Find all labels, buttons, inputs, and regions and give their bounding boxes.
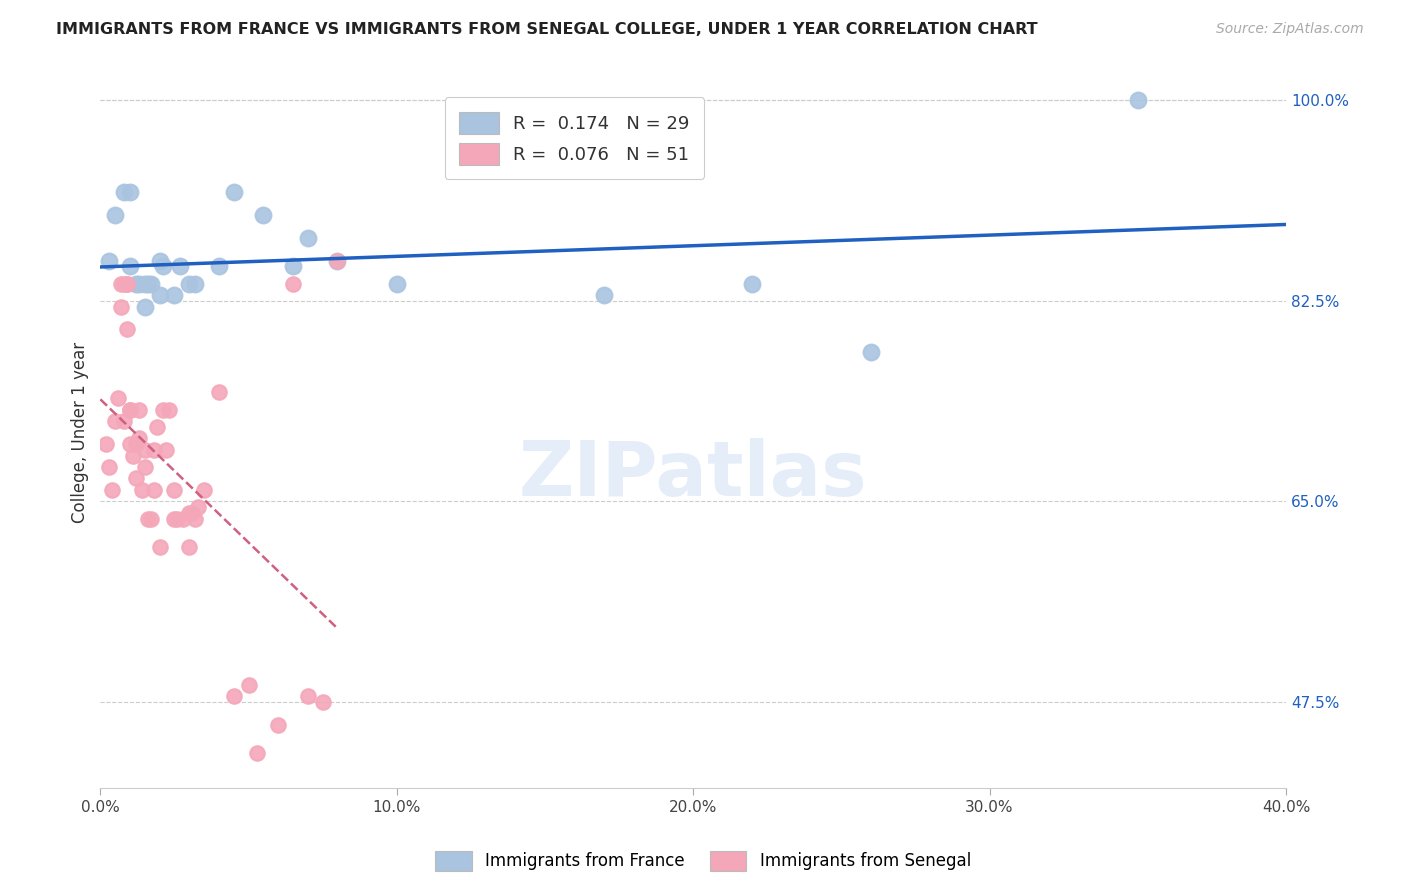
Point <box>112 414 135 428</box>
Point <box>104 414 127 428</box>
Legend: R =  0.174   N = 29, R =  0.076   N = 51: R = 0.174 N = 29, R = 0.076 N = 51 <box>444 97 704 179</box>
Point <box>128 277 150 291</box>
Point <box>149 540 172 554</box>
Point <box>128 402 150 417</box>
Point <box>149 253 172 268</box>
Point <box>96 437 118 451</box>
Point <box>208 385 231 400</box>
Point <box>98 460 121 475</box>
Point <box>145 420 167 434</box>
Point <box>179 277 201 291</box>
Point <box>101 483 124 497</box>
Point <box>118 402 141 417</box>
Point <box>163 288 186 302</box>
Point <box>131 483 153 497</box>
Point <box>115 277 138 291</box>
Point <box>118 185 141 199</box>
Point <box>181 506 204 520</box>
Point <box>281 260 304 274</box>
Point <box>297 689 319 703</box>
Point <box>125 437 148 451</box>
Point <box>134 300 156 314</box>
Point <box>252 208 274 222</box>
Point <box>179 506 201 520</box>
Point <box>326 253 349 268</box>
Point <box>163 511 186 525</box>
Point <box>267 717 290 731</box>
Point <box>122 449 145 463</box>
Point <box>246 747 269 761</box>
Point <box>149 288 172 302</box>
Point <box>125 471 148 485</box>
Point <box>859 345 882 359</box>
Point <box>115 322 138 336</box>
Text: IMMIGRANTS FROM FRANCE VS IMMIGRANTS FROM SENEGAL COLLEGE, UNDER 1 YEAR CORRELAT: IMMIGRANTS FROM FRANCE VS IMMIGRANTS FRO… <box>56 22 1038 37</box>
Point <box>166 511 188 525</box>
Point <box>184 277 207 291</box>
Point <box>107 391 129 405</box>
Point <box>128 431 150 445</box>
Point <box>238 678 260 692</box>
Point <box>134 460 156 475</box>
Point <box>115 277 138 291</box>
Point <box>385 277 408 291</box>
Point <box>222 689 245 703</box>
Point <box>172 511 194 525</box>
Point <box>118 437 141 451</box>
Point <box>136 511 159 525</box>
Point <box>741 277 763 291</box>
Point <box>110 277 132 291</box>
Point <box>281 277 304 291</box>
Point <box>208 260 231 274</box>
Point <box>184 511 207 525</box>
Point <box>134 277 156 291</box>
Legend: Immigrants from France, Immigrants from Senegal: Immigrants from France, Immigrants from … <box>427 842 979 880</box>
Point <box>98 253 121 268</box>
Point <box>112 185 135 199</box>
Y-axis label: College, Under 1 year: College, Under 1 year <box>72 342 89 524</box>
Point <box>118 402 141 417</box>
Point <box>593 288 616 302</box>
Point <box>139 277 162 291</box>
Point <box>110 300 132 314</box>
Point <box>142 483 165 497</box>
Point <box>163 483 186 497</box>
Point <box>155 442 177 457</box>
Point <box>142 442 165 457</box>
Point <box>134 442 156 457</box>
Point <box>326 253 349 268</box>
Point <box>157 402 180 417</box>
Point <box>222 185 245 199</box>
Point <box>179 540 201 554</box>
Point <box>187 500 209 514</box>
Point <box>297 231 319 245</box>
Point <box>104 208 127 222</box>
Point <box>152 402 174 417</box>
Point <box>152 260 174 274</box>
Point <box>125 277 148 291</box>
Point <box>311 695 333 709</box>
Point <box>112 277 135 291</box>
Point <box>118 260 141 274</box>
Text: Source: ZipAtlas.com: Source: ZipAtlas.com <box>1216 22 1364 37</box>
Point <box>136 277 159 291</box>
Point <box>193 483 215 497</box>
Point <box>139 511 162 525</box>
Point <box>169 260 191 274</box>
Text: ZIPatlas: ZIPatlas <box>519 438 868 512</box>
Point <box>1126 94 1149 108</box>
